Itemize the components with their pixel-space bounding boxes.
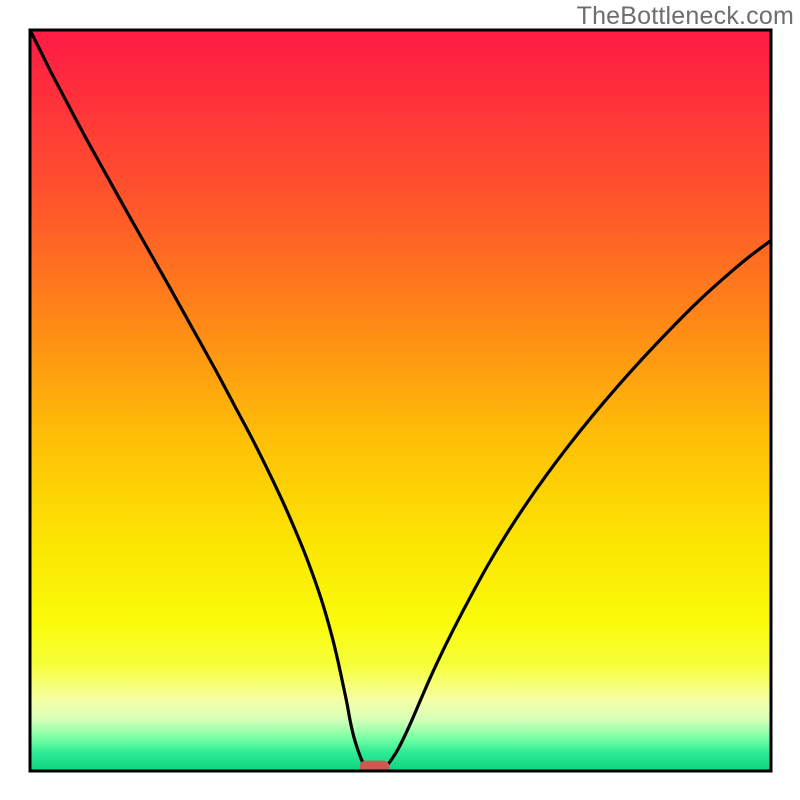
plot-background-gradient [30, 30, 771, 771]
chart-stage: TheBottleneck.com [0, 0, 800, 800]
bottleneck-chart [0, 0, 800, 800]
